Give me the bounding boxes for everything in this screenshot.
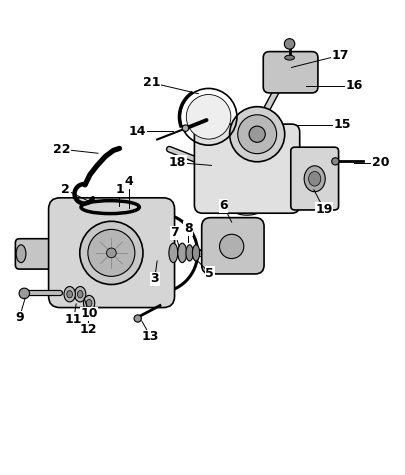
- Text: 2: 2: [61, 183, 70, 196]
- FancyBboxPatch shape: [291, 147, 339, 210]
- Text: 8: 8: [184, 222, 193, 235]
- Text: 12: 12: [79, 323, 97, 336]
- Text: 17: 17: [331, 49, 349, 62]
- Circle shape: [186, 95, 231, 139]
- Text: 10: 10: [80, 307, 98, 320]
- Text: 14: 14: [129, 125, 147, 138]
- Circle shape: [107, 248, 116, 258]
- Ellipse shape: [16, 245, 26, 263]
- Ellipse shape: [229, 195, 265, 215]
- Ellipse shape: [304, 166, 325, 192]
- FancyBboxPatch shape: [263, 52, 318, 93]
- Ellipse shape: [83, 295, 95, 311]
- Ellipse shape: [67, 291, 72, 298]
- Ellipse shape: [309, 171, 321, 186]
- Ellipse shape: [77, 291, 83, 298]
- FancyBboxPatch shape: [49, 198, 175, 308]
- Circle shape: [19, 288, 30, 299]
- Text: 7: 7: [171, 226, 179, 239]
- Text: 22: 22: [53, 142, 70, 156]
- Circle shape: [230, 107, 285, 162]
- Text: 1: 1: [115, 183, 124, 196]
- Text: 4: 4: [124, 175, 133, 188]
- FancyBboxPatch shape: [194, 124, 300, 213]
- Ellipse shape: [192, 245, 200, 261]
- Circle shape: [134, 315, 141, 322]
- Ellipse shape: [86, 299, 92, 307]
- Ellipse shape: [169, 243, 178, 263]
- Circle shape: [182, 125, 189, 132]
- Circle shape: [238, 115, 277, 154]
- Circle shape: [249, 126, 265, 142]
- Text: 13: 13: [142, 330, 159, 343]
- Circle shape: [220, 234, 244, 258]
- Text: 15: 15: [333, 118, 351, 132]
- Text: 11: 11: [65, 313, 83, 326]
- Circle shape: [332, 158, 339, 165]
- Ellipse shape: [186, 245, 193, 261]
- Text: 20: 20: [372, 156, 390, 169]
- Text: 3: 3: [150, 272, 159, 285]
- Text: 19: 19: [315, 203, 333, 216]
- Circle shape: [88, 229, 135, 276]
- Text: 5: 5: [205, 266, 214, 280]
- Ellipse shape: [75, 286, 86, 302]
- FancyBboxPatch shape: [15, 239, 67, 269]
- Text: 16: 16: [346, 79, 363, 92]
- Ellipse shape: [178, 243, 187, 263]
- Text: 6: 6: [219, 200, 228, 212]
- FancyBboxPatch shape: [202, 218, 264, 274]
- Circle shape: [80, 221, 143, 285]
- Text: 18: 18: [169, 156, 186, 169]
- Ellipse shape: [64, 286, 75, 302]
- Text: 9: 9: [15, 311, 24, 324]
- Circle shape: [284, 38, 295, 49]
- Text: 21: 21: [143, 76, 161, 89]
- Ellipse shape: [285, 55, 294, 60]
